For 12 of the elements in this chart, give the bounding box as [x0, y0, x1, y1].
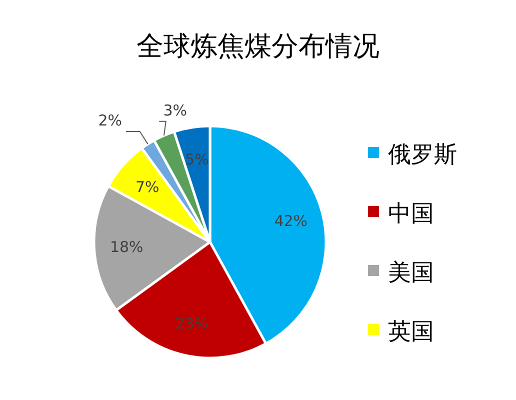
data-label: 5% — [185, 150, 209, 169]
chart-title: 全球炼焦煤分布情况 — [136, 31, 380, 62]
data-label: 42% — [274, 212, 308, 230]
data-label: 3% — [163, 101, 187, 120]
data-label: 7% — [135, 178, 160, 196]
legend-label: 俄罗斯 — [388, 142, 457, 168]
legend-label: 中国 — [388, 201, 434, 227]
data-label: 18% — [110, 238, 144, 256]
data-label: 23% — [175, 314, 208, 333]
legend-label: 美国 — [388, 260, 434, 286]
legend-label: 英国 — [388, 319, 434, 345]
data-label: 2% — [98, 111, 122, 130]
